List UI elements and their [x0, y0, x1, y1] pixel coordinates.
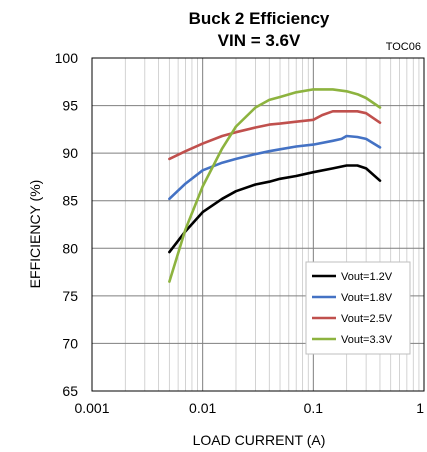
series-line-3: [168, 110, 382, 161]
x-axis-label: LOAD CURRENT (A): [193, 432, 326, 448]
x-tick-label: 0.1: [304, 400, 324, 416]
plot-frame: [91, 57, 425, 392]
series-line-4: [168, 88, 382, 283]
series-line-1: [168, 164, 382, 254]
x-tick-label: 0.01: [189, 400, 216, 416]
y-axis-label: EFFICIENCY (%): [27, 180, 43, 289]
y-tick-label: 75: [62, 288, 78, 304]
chart-subtitle: VIN = 3.6V: [218, 31, 301, 50]
y-tick-label: 65: [62, 383, 78, 399]
tick-labels: 0.001 0.01 0.1 1 65 70 75 80 85 90 95 100: [55, 50, 425, 416]
series-lines: [168, 88, 382, 283]
y-tick-label: 95: [62, 98, 78, 114]
y-tick-label: 85: [62, 193, 78, 209]
y-tick-label: 100: [55, 50, 79, 66]
legend-label-3: Vout=2.5V: [341, 313, 393, 325]
x-tick-label: 0.001: [74, 400, 109, 416]
legend: Vout=1.2V Vout=1.8V Vout=2.5V Vout=3.3V: [305, 261, 411, 355]
chart-title: Buck 2 Efficiency: [189, 9, 330, 28]
x-tick-label: 1: [416, 400, 424, 416]
legend-label-2: Vout=1.8V: [341, 292, 393, 304]
legend-label-1: Vout=1.2V: [341, 271, 393, 283]
y-tick-label: 90: [62, 145, 78, 161]
y-tick-label: 70: [62, 335, 78, 351]
chart-tag: TOC06: [386, 41, 421, 53]
legend-label-4: Vout=3.3V: [341, 334, 393, 346]
y-tick-label: 80: [62, 240, 78, 256]
